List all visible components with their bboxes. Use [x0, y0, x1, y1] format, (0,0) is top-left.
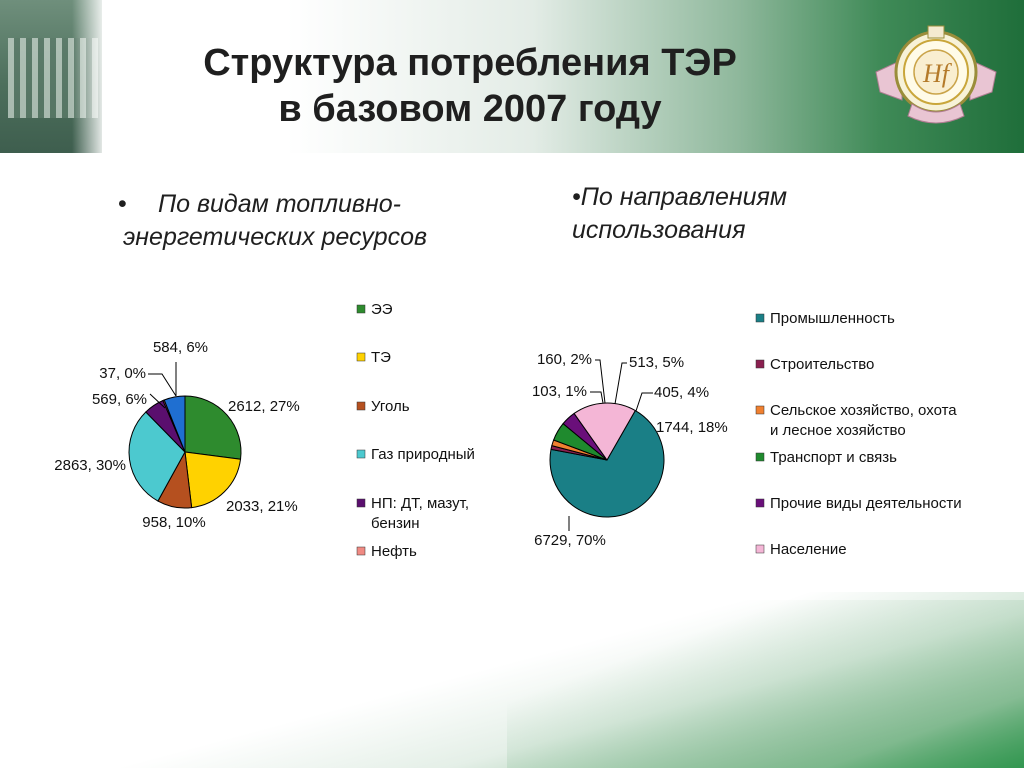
legend-entry: Нефть: [371, 543, 417, 560]
pie-slice: [549, 409, 665, 518]
data-label: 6729, 70%: [534, 532, 606, 549]
leader-line: [595, 359, 606, 404]
data-label: 405, 4%: [654, 384, 709, 401]
legend-swatch: [356, 401, 366, 411]
legend-swatch: [356, 546, 366, 556]
data-label: 2612, 27%: [228, 398, 300, 415]
footer-accent: [507, 592, 1024, 768]
legend-entry: Газ природный: [371, 446, 475, 463]
pie-slice: [184, 451, 242, 509]
legend-entry: Транспорт и связь: [770, 449, 897, 466]
legend-swatch: [356, 449, 366, 459]
legend-swatch: [755, 498, 765, 508]
legend-swatch: [755, 452, 765, 462]
leader-line: [148, 373, 177, 397]
slide-title: Структура потребления ТЭР в базовом 2007…: [140, 40, 800, 132]
pie-slice: [128, 411, 186, 502]
left-heading-line-2: энергетических ресурсов: [123, 223, 428, 251]
legend-entry: и лесное хозяйство: [770, 422, 906, 439]
legend-swatch: [755, 359, 765, 369]
legend-entry: Прочие виды деятельности: [770, 495, 962, 512]
data-label: 37, 0%: [99, 365, 146, 382]
pie-slice: [163, 395, 186, 453]
leader-line: [590, 391, 604, 404]
data-label: 1744, 18%: [656, 419, 728, 436]
svg-text:Нf: Нf: [922, 59, 953, 88]
leader-line: [149, 393, 166, 409]
pie-slice: [573, 402, 637, 461]
pie-chart-usage-directions: 6729, 70% 103, 1% 160, 2% 513, 5% 405, 4% 174…: [532, 310, 962, 558]
legend-entry: бензин: [371, 515, 420, 532]
legend-swatch: [356, 304, 366, 314]
legend-entry: ЭЭ: [371, 301, 393, 318]
data-label: 569, 6%: [92, 391, 147, 408]
bullet: •: [118, 190, 127, 218]
data-label: 160, 2%: [537, 351, 592, 368]
left-heading-line-1: По видам топливно-: [158, 190, 401, 218]
title-line-2: в базовом 2007 году: [278, 88, 662, 130]
building-photo: [0, 0, 102, 153]
legend-entry: Строительство: [770, 356, 874, 373]
right-heading-line-1: •По направлениям: [572, 183, 788, 211]
legend-entry: Уголь: [371, 398, 410, 415]
data-label: 584, 6%: [153, 339, 208, 356]
legend-swatch: [755, 313, 765, 323]
data-label: 958, 10%: [142, 514, 205, 531]
legend-entry: НП: ДТ, мазут,: [371, 495, 469, 512]
leader-line: [635, 392, 653, 412]
pie-slice: [184, 395, 242, 460]
leader-line: [614, 362, 627, 405]
data-label: 2863, 30%: [54, 457, 126, 474]
legend-swatch: [356, 498, 366, 508]
legend-entry: Промышленность: [770, 310, 895, 327]
legend-swatch: [755, 544, 765, 554]
legend-swatch: [356, 352, 366, 362]
header-band: Структура потребления ТЭР в базовом 2007…: [0, 0, 1024, 153]
title-line-1: Структура потребления ТЭР: [203, 42, 737, 84]
data-label: 103, 1%: [532, 383, 587, 400]
legend-entry: Население: [770, 541, 847, 558]
data-label: 2033, 21%: [226, 498, 298, 515]
pie-chart-fuel-types: 2612, 27% 2033, 21% 958, 10% 2863, 30% 569, …: [54, 301, 475, 560]
legend-entry: ТЭ: [371, 349, 391, 366]
right-section-heading: •По направлениям использования: [572, 181, 787, 247]
legend-entry: Сельское хозяйство, охота: [770, 402, 957, 419]
data-label: 513, 5%: [629, 354, 684, 371]
right-heading-line-2: использования: [572, 216, 746, 244]
legend-swatch: [755, 405, 765, 415]
university-emblem-logo: Нf: [875, 25, 997, 124]
